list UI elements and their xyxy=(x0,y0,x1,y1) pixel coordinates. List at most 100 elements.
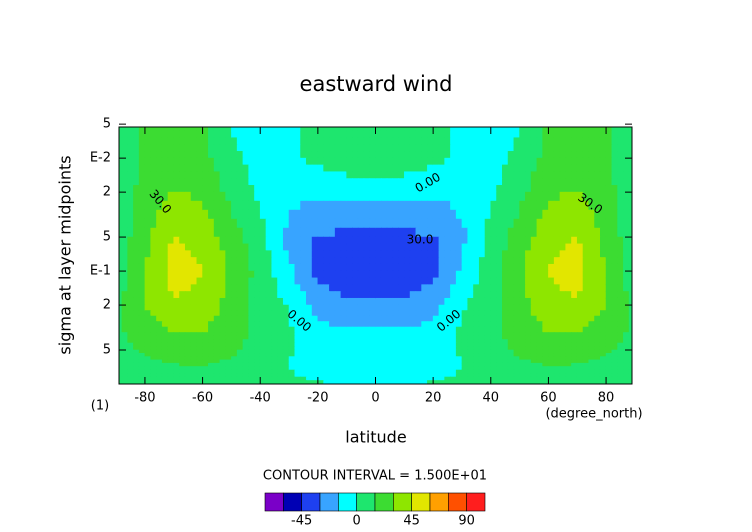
field-cell xyxy=(386,335,394,340)
field-cell xyxy=(542,218,549,229)
field-cell xyxy=(605,297,613,306)
field-cell xyxy=(432,137,440,145)
field-cell xyxy=(236,332,244,337)
field-cell xyxy=(357,257,365,265)
field-cell xyxy=(346,178,353,186)
field-cell xyxy=(536,321,543,328)
field-cell xyxy=(473,346,480,351)
field-cell xyxy=(363,191,371,202)
colorbar-box xyxy=(264,492,284,512)
field-cell xyxy=(502,304,509,311)
field-cell xyxy=(450,284,457,292)
field-cell xyxy=(571,164,578,173)
field-cell xyxy=(623,321,630,328)
field-cell xyxy=(306,356,313,361)
field-cell xyxy=(282,191,290,202)
field-cell xyxy=(202,127,209,132)
field-cell xyxy=(167,191,175,202)
field-cell xyxy=(404,304,411,311)
field-cell xyxy=(519,284,526,292)
field-cell xyxy=(455,380,463,384)
field-cell xyxy=(190,346,198,351)
field-cell xyxy=(478,227,486,238)
field-cell xyxy=(161,376,169,381)
field-cell xyxy=(231,137,238,145)
field-cell xyxy=(334,353,342,357)
field-cell xyxy=(254,304,261,311)
field-cell xyxy=(576,284,584,292)
field-cell xyxy=(548,157,555,166)
field-cell xyxy=(254,185,261,193)
field-cell xyxy=(340,236,347,245)
colorbar-box xyxy=(319,492,339,512)
field-cell xyxy=(507,250,515,258)
field-cell xyxy=(144,178,152,186)
field-cell xyxy=(277,359,284,364)
field-cell xyxy=(329,209,336,220)
field-cell xyxy=(438,304,445,311)
field-cell xyxy=(282,218,290,229)
field-cell xyxy=(536,362,543,367)
field-cell xyxy=(248,157,255,166)
field-cell xyxy=(311,356,319,361)
field-cell xyxy=(404,151,411,159)
field-cell xyxy=(167,137,175,145)
field-cell xyxy=(213,144,221,152)
field-cell xyxy=(277,339,284,344)
field-cell xyxy=(398,315,405,322)
field-cell xyxy=(311,243,319,251)
field-cell xyxy=(133,315,140,322)
field-cell xyxy=(380,200,388,211)
field-cell xyxy=(346,171,353,179)
field-cell xyxy=(565,376,572,381)
field-cell xyxy=(582,291,590,299)
field-cell xyxy=(404,362,411,367)
field-cell xyxy=(496,227,503,238)
field-cell xyxy=(386,157,394,166)
field-cell xyxy=(559,236,567,245)
field-cell xyxy=(484,332,492,337)
field-cell xyxy=(352,250,359,258)
field-cell xyxy=(571,236,578,245)
field-cell xyxy=(415,346,422,351)
field-cell xyxy=(277,346,284,351)
field-cell xyxy=(455,366,463,371)
field-cell xyxy=(288,191,296,202)
field-cell xyxy=(167,200,175,211)
field-cell xyxy=(415,277,422,285)
field-cell xyxy=(386,332,394,337)
field-cell xyxy=(190,353,198,357)
field-cell xyxy=(588,130,595,139)
field-cell xyxy=(427,130,434,139)
field-cell xyxy=(357,209,365,220)
field-cell xyxy=(167,157,175,166)
field-cell xyxy=(611,185,618,193)
field-cell xyxy=(236,373,244,378)
field-cell xyxy=(375,315,382,322)
field-cell xyxy=(219,373,226,378)
field-cell xyxy=(409,335,417,340)
field-cell xyxy=(467,376,474,381)
field-cell xyxy=(196,178,203,186)
field-cell xyxy=(605,178,613,186)
field-cell xyxy=(242,250,249,258)
field-cell xyxy=(628,164,632,173)
field-cell xyxy=(496,284,503,292)
field-cell xyxy=(179,346,186,351)
field-cell xyxy=(236,209,244,220)
field-cell xyxy=(496,315,503,322)
field-cell xyxy=(340,137,347,145)
field-cell xyxy=(628,191,632,202)
field-cell xyxy=(254,250,261,258)
field-cell xyxy=(271,304,278,311)
field-cell xyxy=(553,349,561,354)
field-cell xyxy=(334,362,342,367)
field-cell xyxy=(329,310,336,317)
field-cell xyxy=(138,376,146,381)
field-cell xyxy=(507,243,515,251)
field-cell xyxy=(138,356,146,361)
field-cell xyxy=(208,157,215,166)
field-cell xyxy=(294,332,301,337)
field-cell xyxy=(542,236,549,245)
field-cell xyxy=(202,342,209,347)
